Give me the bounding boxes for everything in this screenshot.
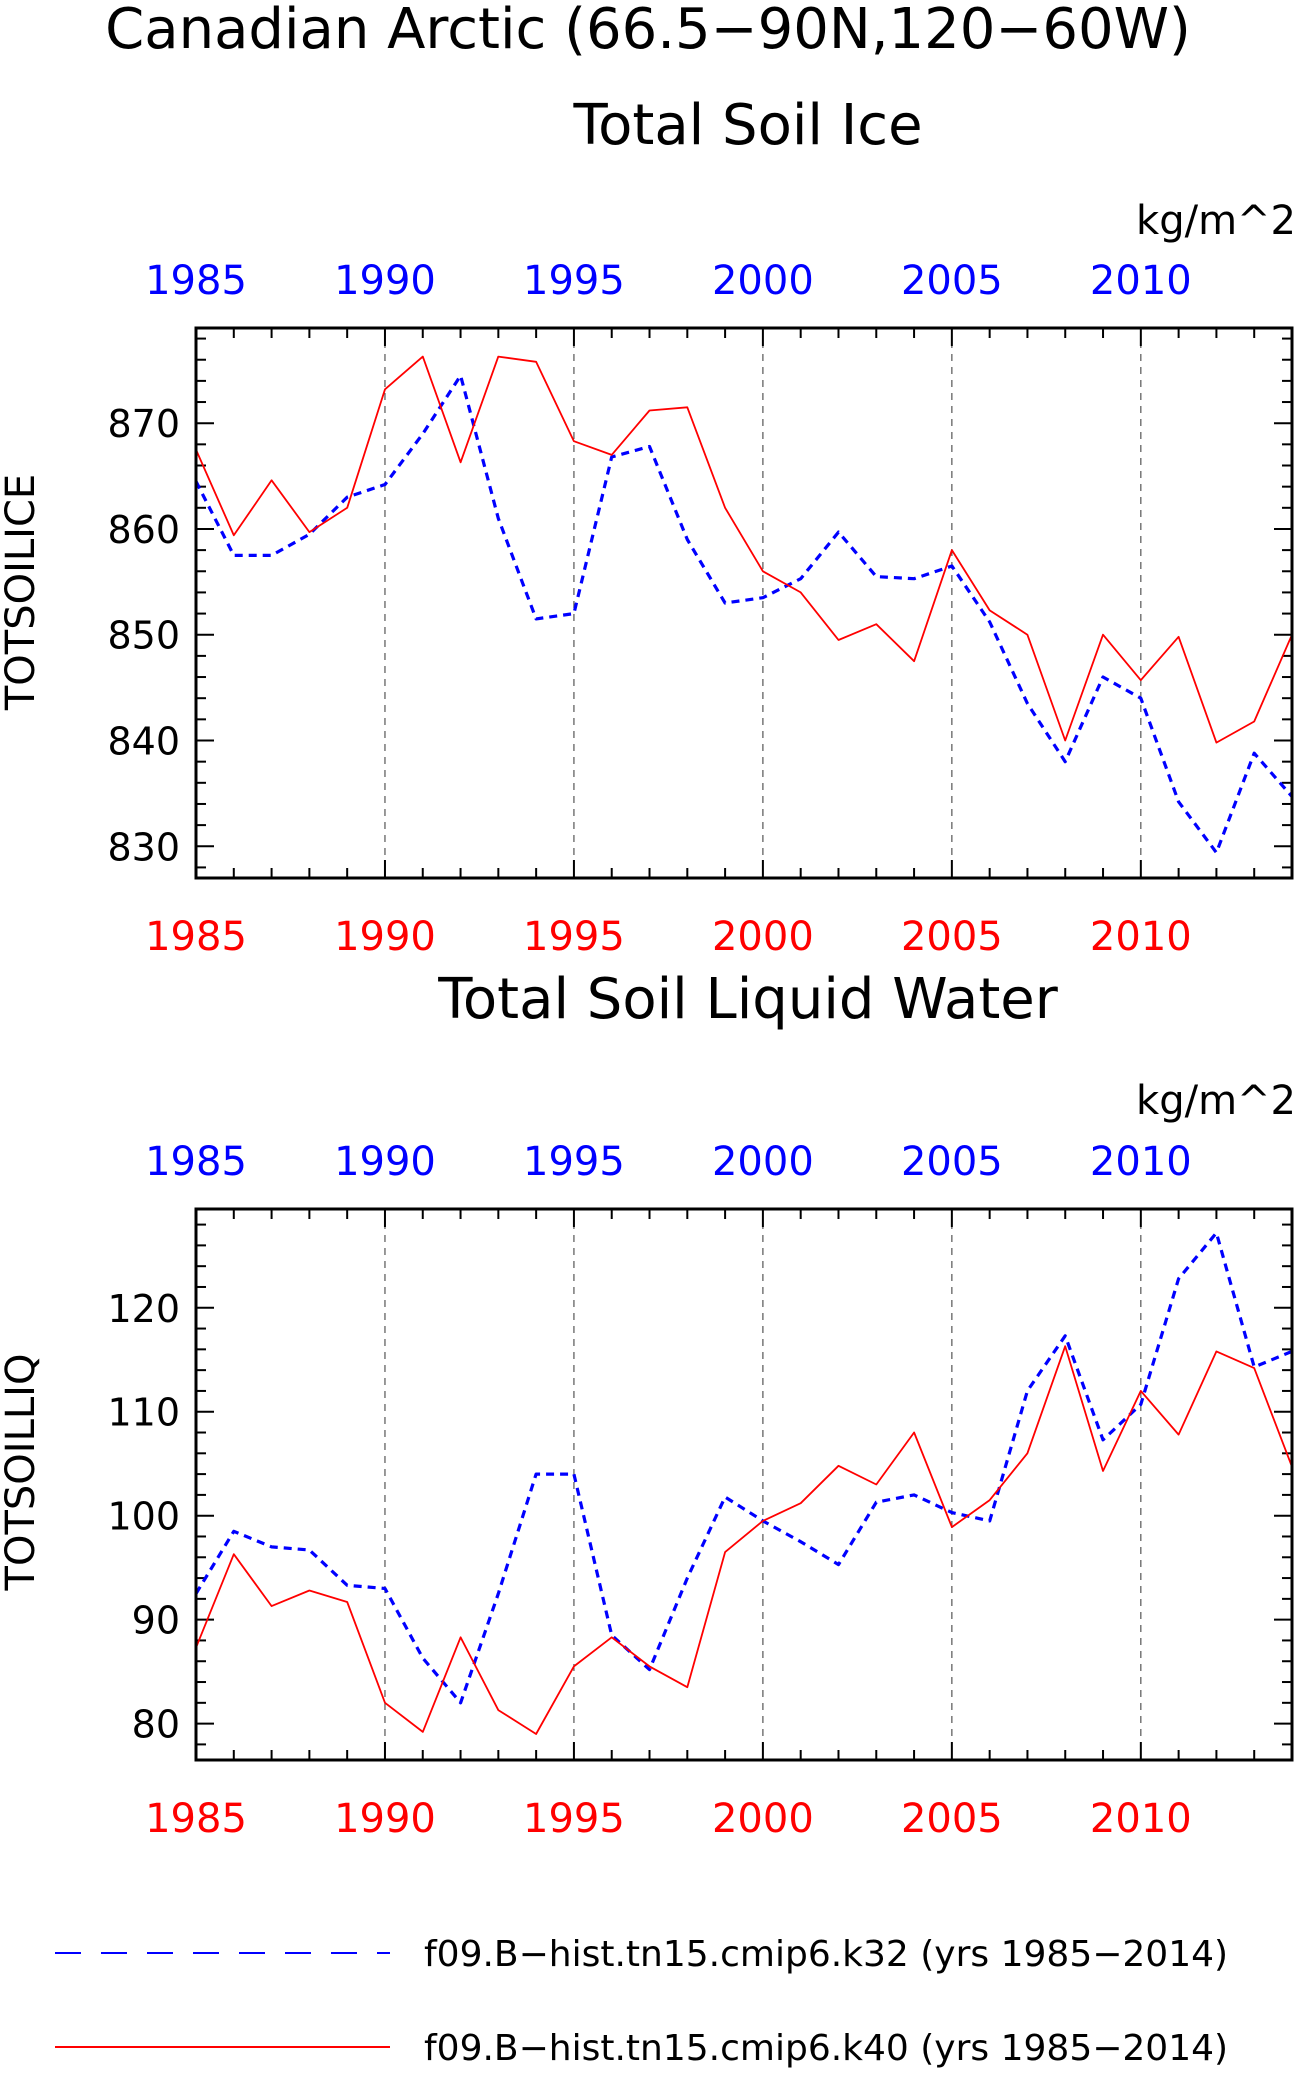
x-tick-label-top: 1995: [523, 258, 625, 304]
x-tick-label-bottom: 2000: [712, 914, 814, 960]
plot-frame: [194, 1207, 1294, 1762]
x-tick-label-top: 1995: [523, 1139, 625, 1185]
series-k32-line: [194, 374, 1294, 855]
x-tick-label-top: 2005: [901, 1139, 1003, 1185]
units-label: kg/m^2: [1136, 1078, 1296, 1124]
y-tick-label: 830: [107, 825, 180, 869]
soil-liquid-panel: Total Soil Liquid Water kg/m^2 TOTSOILLI…: [0, 967, 1296, 1842]
x-tick-label-bottom: 1985: [145, 914, 247, 960]
y-tick-label: 870: [107, 402, 180, 446]
x-tick-label-bottom: 2000: [712, 1796, 814, 1842]
x-tick-label-top: 1990: [334, 258, 436, 304]
x-tick-label-bottom: 1995: [523, 1796, 625, 1842]
y-axis-label: TOTSOILICE: [0, 474, 44, 711]
x-tick-label-bottom: 1990: [334, 1796, 436, 1842]
x-tick-label-top: 1985: [145, 258, 247, 304]
panel-title: Total Soil Ice: [572, 93, 922, 158]
x-tick-label-top: 2010: [1090, 258, 1192, 304]
y-tick-label: 110: [107, 1391, 180, 1435]
y-tick-label: 80: [132, 1703, 180, 1747]
y-tick-label: 100: [107, 1495, 180, 1539]
x-tick-label-top: 1985: [145, 1139, 247, 1185]
x-tick-label-bottom: 2010: [1090, 1796, 1192, 1842]
x-tick-label-bottom: 1990: [334, 914, 436, 960]
x-tick-label-bottom: 1995: [523, 914, 625, 960]
units-label: kg/m^2: [1136, 198, 1296, 244]
x-tick-label-top: 2010: [1090, 1139, 1192, 1185]
y-tick-label: 850: [107, 614, 180, 658]
y-axis-label: TOTSOILLIQ: [0, 1354, 44, 1592]
series-k40-line: [195, 1345, 1293, 1735]
x-tick-label-top: 2000: [712, 1139, 814, 1185]
series-k32-line: [194, 1231, 1293, 1705]
y-tick-label: 840: [107, 720, 180, 764]
plot-frame: [194, 326, 1294, 880]
x-tick-label-top: 2000: [712, 258, 814, 304]
y-tick-label: 860: [107, 508, 180, 552]
series-k40-line: [195, 355, 1293, 744]
x-tick-label-bottom: 2010: [1090, 914, 1192, 960]
x-tick-label-bottom: 2005: [901, 1796, 1003, 1842]
soil-ice-panel: Total Soil Ice kg/m^2 TOTSOILICE 830 840 8…: [0, 93, 1296, 960]
y-tick-label: 90: [132, 1599, 180, 1643]
legend-label-k40: f09.B−hist.tn15.cmip6.k40 (yrs 1985−2014…: [424, 2028, 1228, 2069]
legend-label-k32: f09.B−hist.tn15.cmip6.k32 (yrs 1985−2014…: [424, 1934, 1228, 1975]
x-tick-label-top: 2005: [901, 258, 1003, 304]
x-tick-label-bottom: 1985: [145, 1796, 247, 1842]
figure-title: Canadian Arctic (66.5−90N,120−60W): [105, 0, 1191, 62]
x-tick-label-bottom: 2005: [901, 914, 1003, 960]
x-tick-label-top: 1990: [334, 1139, 436, 1185]
legend: f09.B−hist.tn15.cmip6.k32 (yrs 1985−2014…: [55, 1934, 1228, 2069]
panel-title: Total Soil Liquid Water: [437, 967, 1059, 1032]
y-tick-label: 120: [107, 1287, 180, 1331]
